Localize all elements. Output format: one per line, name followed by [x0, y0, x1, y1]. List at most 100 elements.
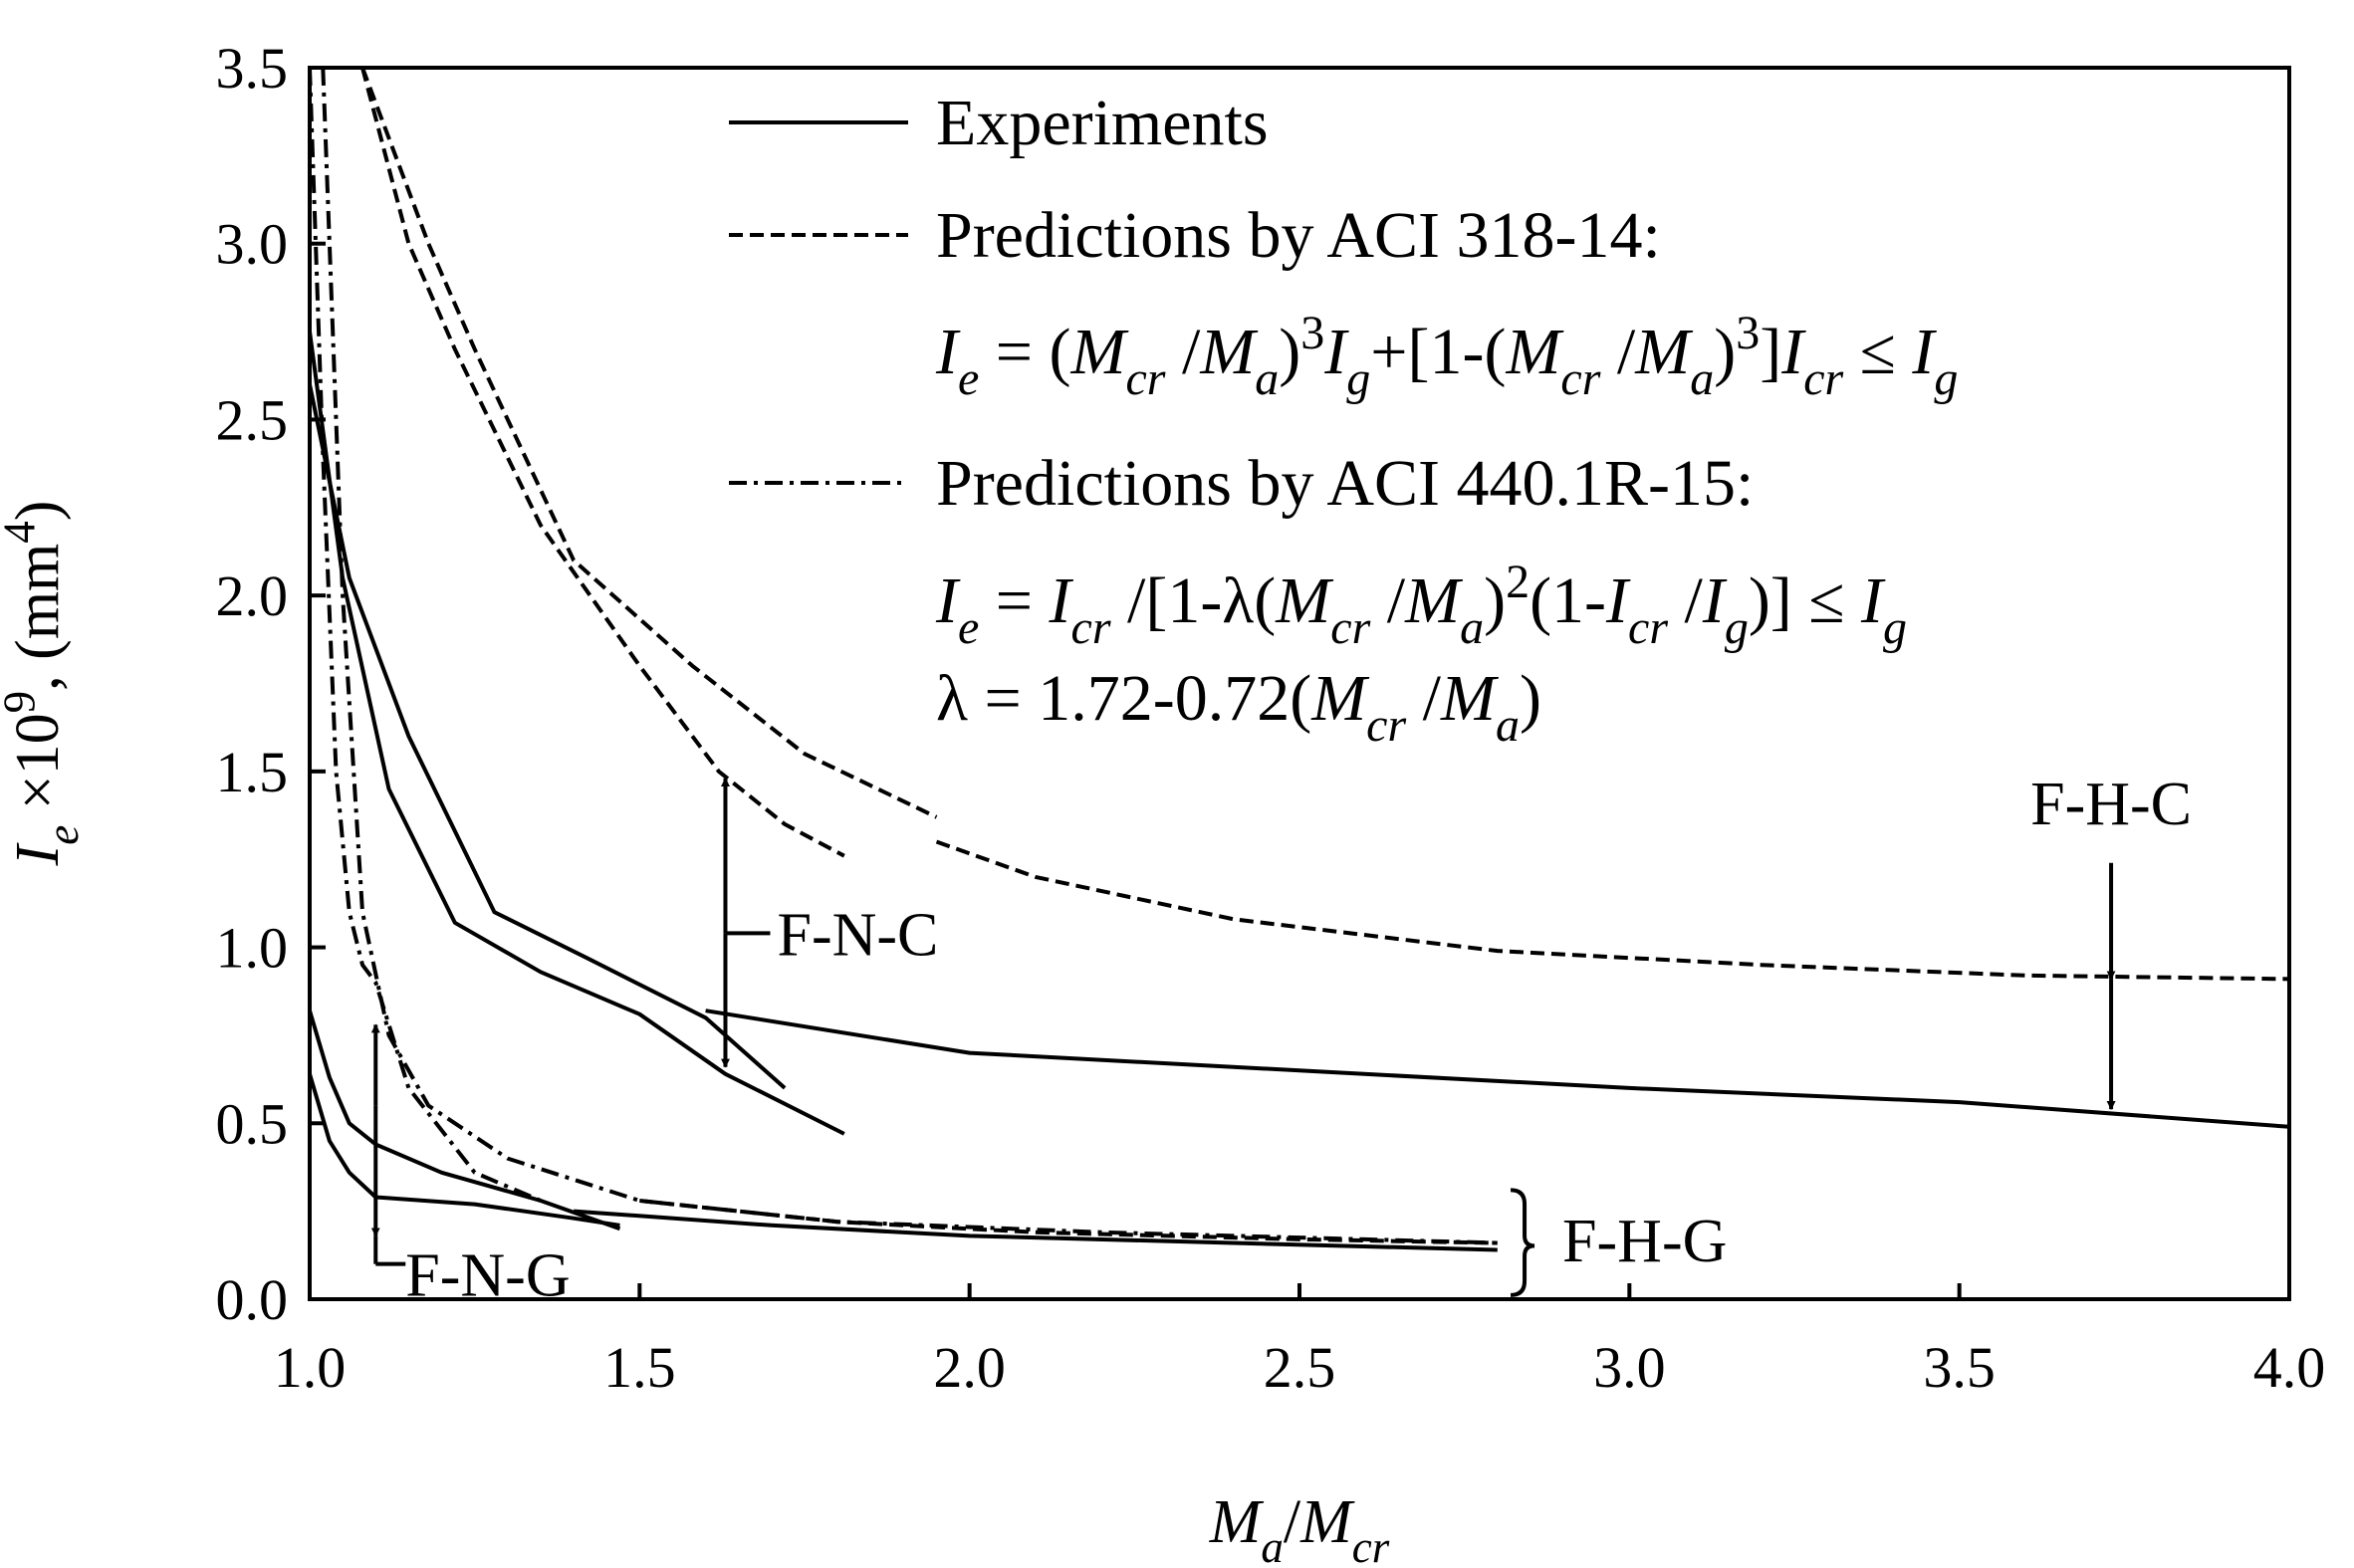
legend-label-part: /: [1406, 662, 1442, 735]
legend-label-part: I: [935, 316, 961, 388]
legend-label-part: g: [1934, 352, 1958, 405]
x-axis-title-part: M: [1299, 1488, 1355, 1556]
y-axis-title-part: 9: [0, 691, 44, 714]
legend-label-part: I: [1605, 564, 1631, 637]
legend-label-part: M: [1634, 316, 1694, 388]
legend-label-part: Experiments: [936, 87, 1269, 159]
legend-label: λ = 1.72-0.72(Mcr /Ma): [936, 662, 1541, 752]
y-tick-label: 3.5: [216, 36, 289, 101]
series-f-h-g-dashed-10: [639, 1199, 1498, 1245]
legend-label-part: ): [1520, 662, 1541, 735]
legend-label-part: λ = 1.72-0.72(: [936, 662, 1311, 735]
legend-label: Predictions by ACI 440.1R-15:: [936, 447, 1754, 520]
annotation-f-h-c: F-H-C: [2030, 771, 2192, 838]
series-f-h-c-dashed-5: [935, 839, 2289, 982]
legend-label-part: g: [1883, 601, 1907, 654]
x-axis-title-part: cr: [1352, 1522, 1390, 1568]
x-tick-label: 2.0: [933, 1335, 1006, 1400]
y-tick-label: 1.5: [216, 740, 289, 804]
legend-label: Ie = (Mcr /Ma)3Ig+[1-(Mcr /Ma)3]Icr ≤ Ig: [935, 307, 1958, 405]
y-tick-label: 0.0: [216, 1267, 289, 1332]
legend-label-part: I: [935, 564, 961, 637]
legend-label: Predictions by ACI 318-14:: [936, 199, 1661, 272]
legend-label-part: M: [1275, 564, 1334, 637]
series-f-n-c-solid-0: [310, 331, 845, 1136]
x-axis-title-part: /: [1284, 1488, 1301, 1556]
annotation-f-h-g: F-H-G: [1562, 1208, 1727, 1275]
y-axis-title-part: I: [4, 841, 72, 866]
legend-label-part: )] ≤: [1749, 564, 1861, 637]
annotation-brace: [1510, 1188, 1535, 1297]
series-f-n-g-dashdot-8: [310, 68, 542, 1203]
legend-label-part: 2: [1506, 556, 1530, 608]
x-axis-title-part: a: [1261, 1522, 1284, 1568]
legend-label-part: Predictions by ACI 440.1R-15:: [936, 447, 1754, 520]
legend-label-part: g: [1725, 601, 1749, 654]
y-axis-title-part: e: [38, 825, 88, 845]
legend-label-part: cr: [1330, 601, 1370, 654]
y-tick-label: 3.0: [216, 212, 289, 277]
y-axis-title-part: 4: [0, 521, 44, 544]
legend-label-part: e: [958, 601, 979, 654]
x-tick-label: 2.5: [1264, 1335, 1336, 1400]
legend-label-part: /: [1600, 316, 1636, 388]
x-tick-label: 1.5: [603, 1335, 676, 1400]
annotation-f-n-c: F-N-C: [777, 901, 938, 969]
y-axis-title: Ie ×109, (mm4): [0, 501, 88, 867]
legend-label-part: ): [1714, 316, 1736, 388]
legend-label-part: (1-: [1530, 564, 1606, 637]
legend-label-part: =: [979, 564, 1049, 637]
annotations: F-N-C F-H-C F-N-G F-H-G: [370, 771, 2192, 1310]
legend-label-part: I: [1780, 316, 1806, 388]
legend-label-part: cr: [1125, 352, 1165, 405]
x-axis-title: Ma/Mcr: [1209, 1488, 1390, 1568]
x-axis-title-part: M: [1209, 1488, 1265, 1556]
legend-label-part: I: [1702, 564, 1728, 637]
legend-label-part: cr: [1803, 352, 1843, 405]
legend-label-part: /: [1668, 564, 1704, 637]
series-f-n-g-solid-6: [310, 1009, 621, 1232]
legend-label-part: e: [958, 352, 979, 405]
legend-label-part: ≤: [1843, 316, 1912, 388]
series-f-h-c-solid-4: [705, 1008, 2289, 1129]
y-tick-label: 2.5: [216, 387, 289, 452]
series-f-h-g-solid-9: [573, 1209, 1498, 1252]
legend-label-part: M: [1310, 662, 1370, 735]
annotation-f-n-g: F-N-G: [405, 1242, 570, 1310]
series-f-n-c-dashed-3: [360, 68, 938, 819]
y-axis-title-part: ): [4, 501, 72, 522]
series-f-h-g-dashdot-11: [321, 68, 1498, 1245]
legend-label-part: /: [1370, 564, 1406, 637]
legend-label-part: cr: [1628, 601, 1668, 654]
x-tick-label: 1.0: [274, 1335, 347, 1400]
legend-label-part: M: [1505, 316, 1564, 388]
legend-label-part: M: [1440, 662, 1500, 735]
y-axis-title-part: , (mm: [4, 544, 72, 691]
y-tick-label: 1.0: [216, 916, 289, 981]
legend-label-part: Predictions by ACI 318-14:: [936, 199, 1661, 272]
legend-label-part: M: [1404, 564, 1464, 637]
series-f-n-c-dashed-2: [360, 68, 845, 858]
x-tick-label: 3.5: [1923, 1335, 1996, 1400]
x-tick-label: 3.0: [1593, 1335, 1666, 1400]
legend-label: Ie = Icr /[1-λ(Mcr /Ma)2(1-Icr /Ig)] ≤ I…: [935, 556, 1907, 654]
series-f-n-c-solid-1: [310, 383, 787, 1090]
legend-label-part: cr: [1366, 699, 1406, 752]
y-tick-label: 0.5: [216, 1091, 289, 1156]
legend-label-part: cr: [1071, 601, 1111, 654]
legend: Experiments Predictions by ACI 318-14: Ie …: [729, 87, 1958, 752]
legend-label-part: a: [1690, 352, 1714, 405]
y-axis-title-part: ×10: [4, 713, 72, 824]
legend-label: Experiments: [936, 87, 1269, 159]
legend-label-part: 3: [1300, 307, 1324, 359]
legend-label-part: M: [1199, 316, 1259, 388]
legend-label-part: ): [1484, 564, 1506, 637]
legend-label-part: I: [1049, 564, 1074, 637]
legend-label-part: ): [1279, 316, 1300, 388]
legend-label-part: g: [1346, 352, 1370, 405]
y-tick-label: 2.0: [216, 563, 289, 628]
legend-label-part: 3: [1736, 307, 1760, 359]
legend-label-part: ]: [1760, 316, 1781, 388]
ticks-layer: 1.0 1.5 2.0 2.5 3.0 3.5 4.0 0.0 0.5 1.0 1.5 2.0 2.5 3…: [216, 36, 2326, 1400]
